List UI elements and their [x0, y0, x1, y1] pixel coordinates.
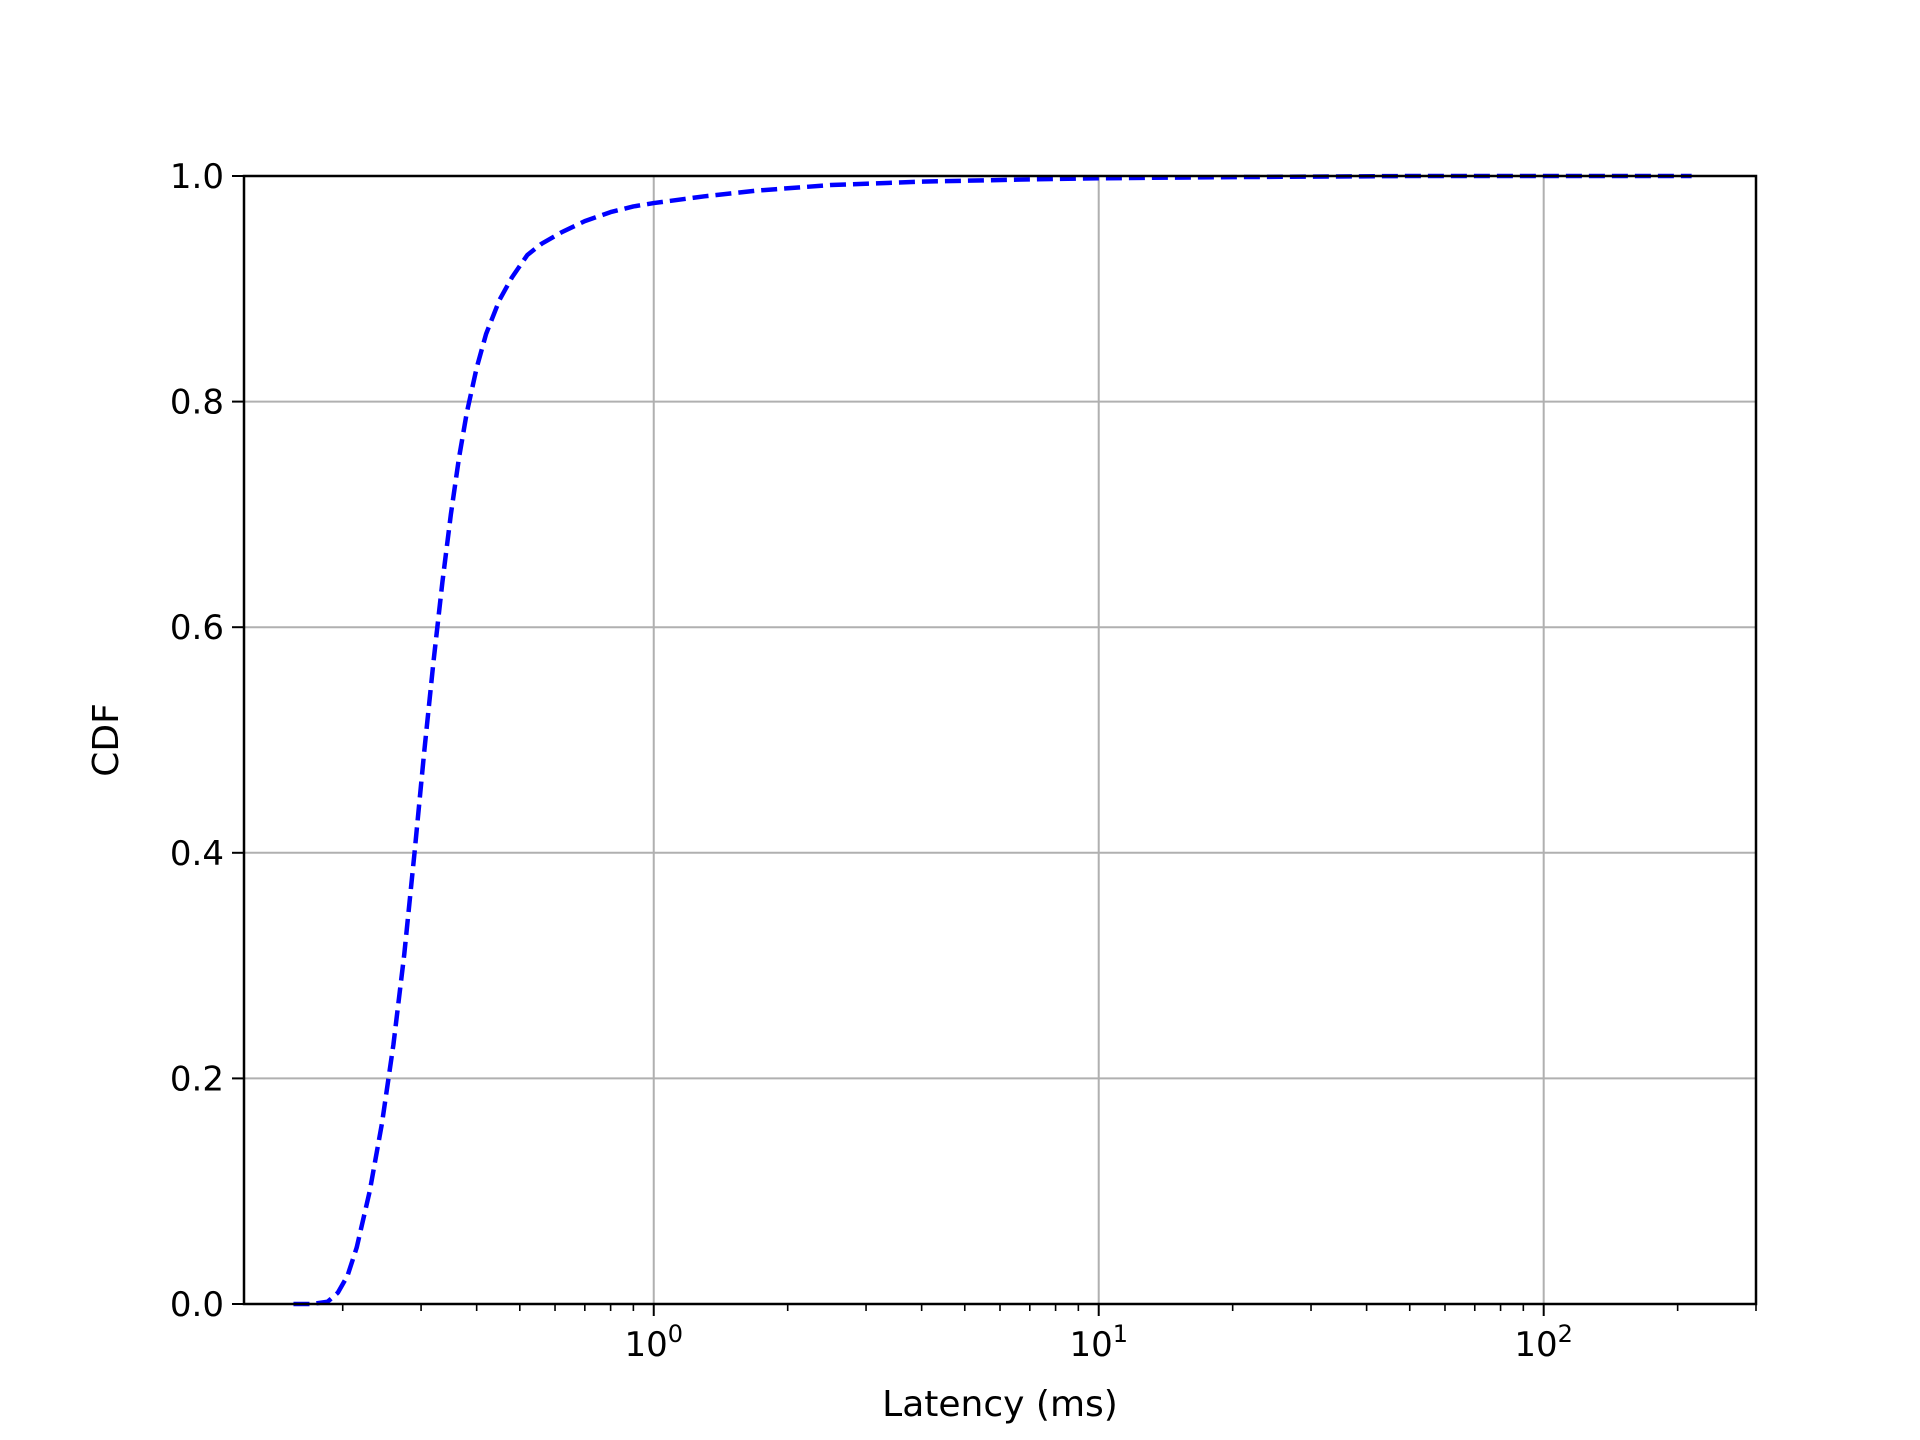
y-tick-label: 0.2: [170, 1059, 224, 1099]
grid-lines: [244, 176, 1756, 1304]
y-tick-label: 1.0: [170, 157, 224, 197]
y-tick-label: 0.8: [170, 383, 224, 423]
y-tick-label: 0.0: [170, 1285, 224, 1325]
y-axis-label: CDF: [86, 703, 127, 777]
x-tick-label: 100: [624, 1320, 683, 1365]
plot-frame: [242, 174, 1758, 1306]
y-tick-label: 0.4: [170, 834, 224, 874]
x-axis-label: Latency (ms): [882, 1384, 1118, 1425]
x-tick-label: 102: [1514, 1320, 1573, 1365]
x-tick-label: 101: [1069, 1320, 1128, 1365]
series-layer: [293, 173, 1692, 1307]
tick-labels: 100 101 102 0.0 0.2 0.4 0.6 0.8 1.0: [170, 157, 1573, 1365]
cdf-series-line: [293, 173, 1692, 1307]
tick-marks: [232, 175, 1757, 1316]
y-tick-label: 0.6: [170, 608, 224, 648]
